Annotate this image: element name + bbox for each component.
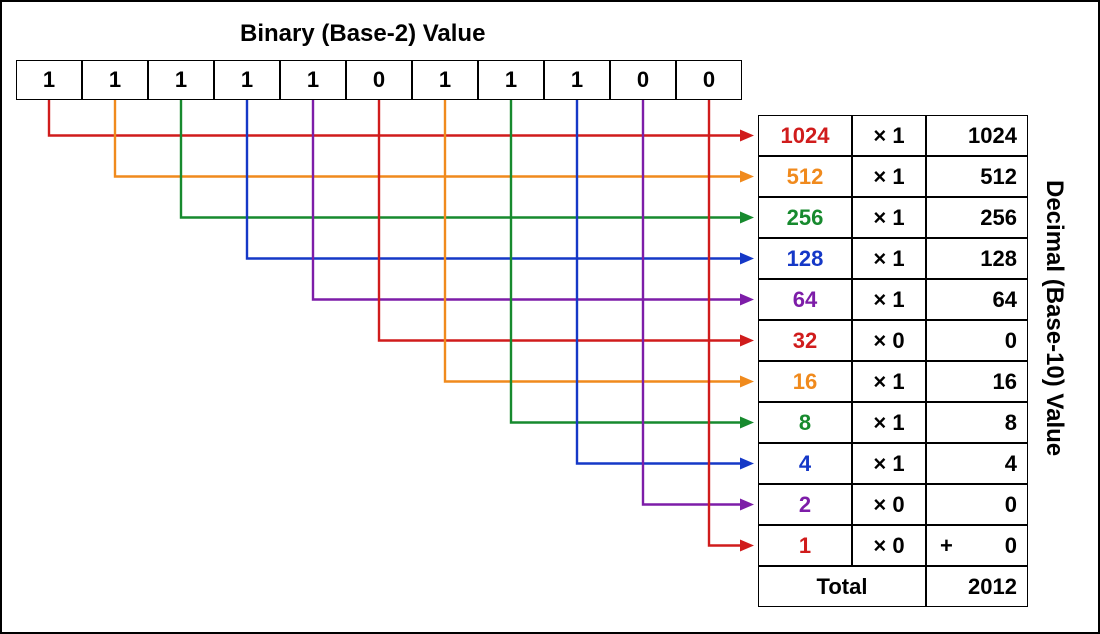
place-value-cell: 2 xyxy=(758,484,852,525)
multiplier-cell: × 1 xyxy=(852,443,926,484)
product-cell: 16 xyxy=(926,361,1028,402)
bit-cell: 1 xyxy=(214,60,280,100)
product-cell: 8 xyxy=(926,402,1028,443)
product-cell: 0 xyxy=(926,484,1028,525)
multiplier-cell: × 1 xyxy=(852,402,926,443)
multiplier-cell: × 1 xyxy=(852,115,926,156)
product-cell: 1024 xyxy=(926,115,1028,156)
bit-cell: 1 xyxy=(280,60,346,100)
product-cell: 64 xyxy=(926,279,1028,320)
product-cell: 128 xyxy=(926,238,1028,279)
place-value-cell: 8 xyxy=(758,402,852,443)
bit-cell: 1 xyxy=(412,60,478,100)
place-value-cell: 64 xyxy=(758,279,852,320)
bit-cell: 1 xyxy=(544,60,610,100)
plus-sign: + xyxy=(940,533,953,559)
bit-cell: 0 xyxy=(676,60,742,100)
product-cell: 4 xyxy=(926,443,1028,484)
bit-cell: 0 xyxy=(610,60,676,100)
product-cell: 256 xyxy=(926,197,1028,238)
multiplier-cell: × 1 xyxy=(852,197,926,238)
bit-cell: 1 xyxy=(148,60,214,100)
place-value-cell: 128 xyxy=(758,238,852,279)
multiplier-cell: × 0 xyxy=(852,484,926,525)
diagram-stage: Binary (Base-2) Value Decimal (Base-10) … xyxy=(0,0,1100,634)
total-value: 2012 xyxy=(926,566,1028,607)
bit-cell: 1 xyxy=(478,60,544,100)
place-value-cell: 32 xyxy=(758,320,852,361)
bit-cell: 1 xyxy=(16,60,82,100)
multiplier-cell: × 1 xyxy=(852,238,926,279)
bit-cell: 0 xyxy=(346,60,412,100)
place-value-cell: 1 xyxy=(758,525,852,566)
multiplier-cell: × 1 xyxy=(852,156,926,197)
place-value-cell: 1024 xyxy=(758,115,852,156)
product-cell: 512 xyxy=(926,156,1028,197)
multiplier-cell: × 0 xyxy=(852,320,926,361)
total-label: Total xyxy=(758,566,926,607)
product-cell: 0 xyxy=(926,320,1028,361)
place-value-cell: 4 xyxy=(758,443,852,484)
place-value-cell: 16 xyxy=(758,361,852,402)
place-value-cell: 256 xyxy=(758,197,852,238)
place-value-cell: 512 xyxy=(758,156,852,197)
multiplier-cell: × 1 xyxy=(852,361,926,402)
bit-cell: 1 xyxy=(82,60,148,100)
multiplier-cell: × 0 xyxy=(852,525,926,566)
multiplier-cell: × 1 xyxy=(852,279,926,320)
